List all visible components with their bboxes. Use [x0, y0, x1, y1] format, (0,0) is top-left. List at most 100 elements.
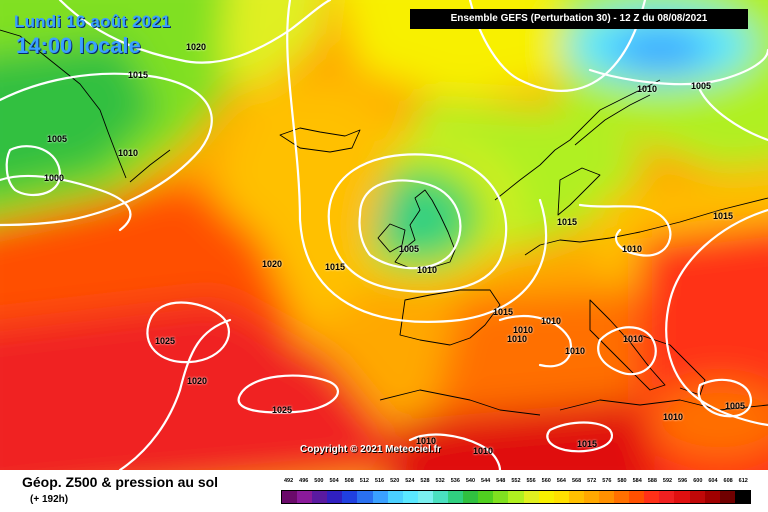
- legend-swatch: [448, 491, 464, 503]
- pressure-label: 1025: [271, 405, 293, 415]
- legend-value: 572: [587, 478, 597, 484]
- legend-value: 604: [708, 478, 718, 484]
- geopotential-color-field: [0, 0, 768, 470]
- legend-value: 512: [359, 478, 369, 484]
- pressure-label: 1010: [540, 316, 562, 326]
- pressure-label: 1010: [506, 334, 528, 344]
- legend-value: 548: [496, 478, 506, 484]
- pressure-label: 1010: [564, 346, 586, 356]
- isobars: [0, 0, 768, 470]
- legend-swatch: [432, 491, 449, 503]
- pressure-label: 1010: [621, 244, 643, 254]
- pressure-label: 1005: [690, 81, 712, 91]
- legend-value: 544: [481, 478, 491, 484]
- pressure-label: 1010: [415, 436, 437, 446]
- pressure-label: 1000: [43, 173, 65, 183]
- legend-value: 552: [511, 478, 521, 484]
- legend-value: 536: [450, 478, 460, 484]
- pressure-label: 1020: [261, 259, 283, 269]
- legend-value: 600: [693, 478, 703, 484]
- legend-swatch: [357, 491, 373, 503]
- legend-value: 608: [723, 478, 733, 484]
- legend-value: 564: [556, 478, 566, 484]
- legend-value: 496: [299, 478, 309, 484]
- legend-value: 508: [344, 478, 354, 484]
- legend-swatch: [659, 491, 675, 503]
- legend-value: 520: [390, 478, 400, 484]
- pressure-label: 1010: [472, 446, 494, 456]
- legend-value: 540: [465, 478, 476, 484]
- legend-swatch: [508, 491, 524, 503]
- legend-swatch: [553, 491, 569, 503]
- pressure-label: 1020: [186, 376, 208, 386]
- color-legend-bar: [281, 490, 751, 504]
- legend-swatch: [719, 491, 735, 503]
- chart-title: Géop. Z500 & pression au sol: [22, 474, 219, 490]
- forecast-offset: (+ 192h): [30, 494, 69, 505]
- legend-swatch: [583, 491, 599, 503]
- legend-value: 504: [329, 478, 339, 484]
- legend-swatch: [674, 491, 690, 503]
- legend-swatch: [689, 491, 705, 503]
- pressure-label: 1010: [636, 84, 658, 94]
- legend-value: 612: [738, 478, 748, 484]
- pressure-label: 1010: [117, 148, 139, 158]
- coastlines: [0, 29, 768, 416]
- legend-swatch: [402, 491, 418, 503]
- forecast-date: Lundi 16 août 2021: [14, 12, 171, 31]
- legend-swatch: [629, 491, 645, 503]
- pressure-label: 1020: [185, 42, 207, 52]
- forecast-local-time: 14:00 locale: [16, 33, 141, 58]
- legend-value: 492: [283, 478, 294, 484]
- legend-swatch: [598, 491, 615, 503]
- legend-value: 584: [632, 478, 642, 484]
- legend-swatch: [327, 491, 343, 503]
- legend-swatch: [463, 491, 479, 503]
- legend-swatch: [493, 491, 509, 503]
- legend-value: 580: [617, 478, 627, 484]
- legend-swatch: [538, 491, 554, 503]
- legend-value: 524: [405, 478, 415, 484]
- pressure-label: 1005: [46, 134, 68, 144]
- legend-value: 588: [647, 478, 657, 484]
- pressure-label: 1025: [154, 336, 176, 346]
- copyright-notice: Copyright © 2021 Meteociel.fr: [300, 444, 441, 455]
- run-info-banner: Ensemble GEFS (Perturbation 30) - 12 Z d…: [410, 9, 748, 29]
- legend-swatch: [523, 491, 539, 503]
- legend-value: 576: [602, 478, 612, 484]
- pressure-label: 1010: [662, 412, 684, 422]
- legend-swatch: [372, 491, 388, 503]
- legend-value: 592: [662, 478, 673, 484]
- pressure-label: 1015: [556, 217, 578, 227]
- geopotential-map: [0, 0, 768, 470]
- pressure-label: 1005: [724, 401, 746, 411]
- legend-swatch: [568, 491, 584, 503]
- legend-value: 500: [314, 478, 324, 484]
- legend-value: 516: [374, 478, 385, 484]
- color-legend-labels: 492 496 500 504 508 512 516 520 524 528 532 536 540 5…: [281, 478, 751, 488]
- legend-value: 528: [420, 478, 430, 484]
- legend-value: 556: [526, 478, 536, 484]
- pressure-label: 1015: [492, 307, 514, 317]
- legend-swatch: [644, 491, 660, 503]
- pressure-label: 1010: [512, 325, 534, 335]
- pressure-label: 1015: [127, 70, 149, 80]
- pressure-label: 1015: [576, 439, 598, 449]
- legend-swatch: [417, 491, 433, 503]
- pressure-label: 1010: [622, 334, 644, 344]
- legend-swatch: [387, 491, 403, 503]
- legend-swatch: [614, 491, 630, 503]
- legend-value: 532: [435, 478, 445, 484]
- pressure-label: 1015: [324, 262, 346, 272]
- pressure-label: 1005: [398, 244, 420, 254]
- legend-swatch: [734, 491, 750, 503]
- legend-swatch: [704, 491, 720, 503]
- legend-swatch: [312, 491, 328, 503]
- legend-value: 596: [678, 478, 688, 484]
- legend-value: 568: [571, 478, 582, 484]
- legend-swatch: [297, 491, 313, 503]
- legend-swatch: [478, 491, 494, 503]
- pressure-label: 1010: [416, 265, 438, 275]
- legend-value: 560: [541, 478, 551, 484]
